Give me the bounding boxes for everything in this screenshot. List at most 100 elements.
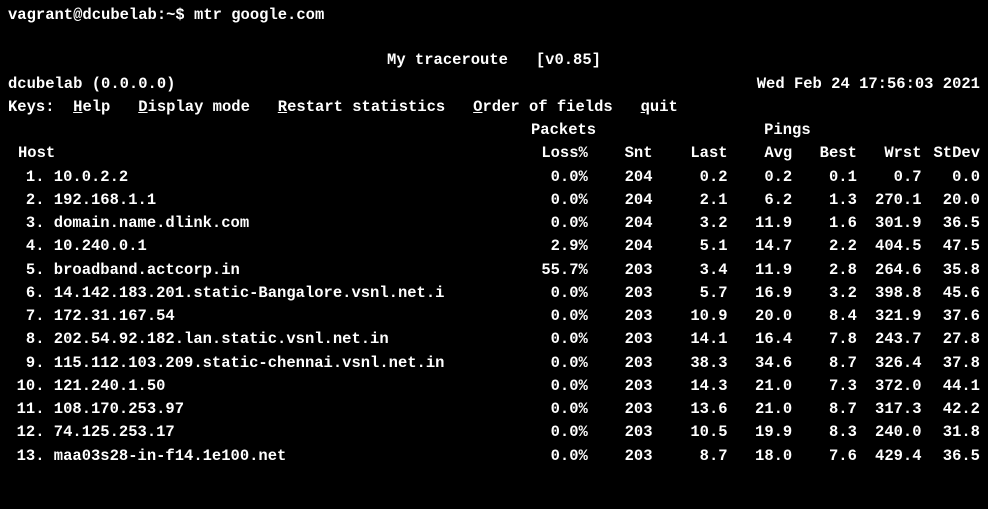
best-cell: 1.3 [792, 189, 857, 212]
stdev-cell: 44.1 [922, 375, 980, 398]
snt-cell: 203 [588, 352, 653, 375]
hop-number: 6. [8, 282, 45, 305]
last-cell: 10.9 [653, 305, 728, 328]
order-key[interactable]: Order of fields [473, 98, 613, 116]
stdev-cell: 27.8 [922, 328, 980, 351]
table-row: 1. 10.0.2.20.0%2040.20.20.10.70.0 [8, 166, 980, 189]
col-last: Last [653, 142, 728, 165]
best-cell: 2.2 [792, 235, 857, 258]
best-cell: 7.8 [792, 328, 857, 351]
last-cell: 38.3 [653, 352, 728, 375]
table-header-row: Host Loss% Snt Last Avg Best Wrst StDev [8, 142, 980, 165]
wrst-cell: 398.8 [857, 282, 922, 305]
hop-number: 12. [8, 421, 45, 444]
hop-host: domain.name.dlink.com [45, 212, 517, 235]
stdev-cell: 37.8 [922, 352, 980, 375]
wrst-cell: 317.3 [857, 398, 922, 421]
pings-header: Pings [764, 119, 811, 142]
avg-cell: 0.2 [728, 166, 793, 189]
hop-number: 2. [8, 189, 45, 212]
hop-number: 1. [8, 166, 45, 189]
keys-label: Keys: [8, 98, 55, 116]
wrst-cell: 321.9 [857, 305, 922, 328]
snt-cell: 203 [588, 445, 653, 468]
best-cell: 8.7 [792, 398, 857, 421]
stdev-cell: 36.5 [922, 445, 980, 468]
hop-number: 11. [8, 398, 45, 421]
hop-number: 8. [8, 328, 45, 351]
keys-menu: Keys: Help Display mode Restart statisti… [8, 96, 980, 119]
avg-cell: 18.0 [728, 445, 793, 468]
table-row: 10. 121.240.1.500.0%20314.321.07.3372.04… [8, 375, 980, 398]
packets-header: Packets [531, 119, 596, 142]
last-cell: 3.2 [653, 212, 728, 235]
last-cell: 5.1 [653, 235, 728, 258]
stdev-cell: 45.6 [922, 282, 980, 305]
local-host: dcubelab (0.0.0.0) [8, 73, 175, 96]
restart-key[interactable]: Restart statistics [278, 98, 445, 116]
hop-host: 115.112.103.209.static-chennai.vsnl.net.… [45, 352, 517, 375]
avg-cell: 20.0 [728, 305, 793, 328]
avg-cell: 21.0 [728, 375, 793, 398]
avg-cell: 14.7 [728, 235, 793, 258]
last-cell: 13.6 [653, 398, 728, 421]
hop-host: 10.0.2.2 [45, 166, 517, 189]
wrst-cell: 264.6 [857, 259, 922, 282]
stdev-cell: 35.8 [922, 259, 980, 282]
hop-host: maa03s28-in-f14.1e100.net [45, 445, 517, 468]
loss-cell: 0.0% [517, 352, 588, 375]
last-cell: 2.1 [653, 189, 728, 212]
snt-cell: 203 [588, 282, 653, 305]
snt-cell: 203 [588, 421, 653, 444]
display-key[interactable]: Display mode [138, 98, 250, 116]
loss-cell: 2.9% [517, 235, 588, 258]
loss-cell: 0.0% [517, 212, 588, 235]
best-cell: 8.3 [792, 421, 857, 444]
stdev-cell: 42.2 [922, 398, 980, 421]
help-key[interactable]: Help [73, 98, 110, 116]
col-wrst: Wrst [857, 142, 922, 165]
avg-cell: 11.9 [728, 212, 793, 235]
hop-host: 74.125.253.17 [45, 421, 517, 444]
table-row: 5. broadband.actcorp.in55.7%2033.411.92.… [8, 259, 980, 282]
stdev-cell: 37.6 [922, 305, 980, 328]
best-cell: 8.4 [792, 305, 857, 328]
quit-key[interactable]: quit [641, 98, 678, 116]
col-stdev: StDev [922, 142, 980, 165]
snt-cell: 203 [588, 305, 653, 328]
hop-number: 10. [8, 375, 45, 398]
loss-cell: 0.0% [517, 189, 588, 212]
timestamp: Wed Feb 24 17:56:03 2021 [757, 73, 980, 96]
hop-number: 13. [8, 445, 45, 468]
col-best: Best [792, 142, 857, 165]
best-cell: 2.8 [792, 259, 857, 282]
last-cell: 10.5 [653, 421, 728, 444]
avg-cell: 16.9 [728, 282, 793, 305]
hop-host: 121.240.1.50 [45, 375, 517, 398]
stdev-cell: 36.5 [922, 212, 980, 235]
stdev-cell: 47.5 [922, 235, 980, 258]
best-cell: 3.2 [792, 282, 857, 305]
loss-cell: 0.0% [517, 166, 588, 189]
table-row: 11. 108.170.253.970.0%20313.621.08.7317.… [8, 398, 980, 421]
wrst-cell: 301.9 [857, 212, 922, 235]
hop-number: 9. [8, 352, 45, 375]
snt-cell: 203 [588, 375, 653, 398]
loss-cell: 0.0% [517, 328, 588, 351]
avg-cell: 6.2 [728, 189, 793, 212]
section-headers: Packets Pings [8, 119, 980, 142]
table-row: 4. 10.240.0.12.9%2045.114.72.2404.547.5 [8, 235, 980, 258]
wrst-cell: 429.4 [857, 445, 922, 468]
hop-host: broadband.actcorp.in [45, 259, 517, 282]
wrst-cell: 0.7 [857, 166, 922, 189]
hop-host: 108.170.253.97 [45, 398, 517, 421]
avg-cell: 11.9 [728, 259, 793, 282]
avg-cell: 19.9 [728, 421, 793, 444]
app-title: My traceroute [v0.85] [8, 49, 980, 72]
col-snt: Snt [588, 142, 653, 165]
last-cell: 0.2 [653, 166, 728, 189]
wrst-cell: 270.1 [857, 189, 922, 212]
wrst-cell: 404.5 [857, 235, 922, 258]
snt-cell: 204 [588, 212, 653, 235]
loss-cell: 0.0% [517, 305, 588, 328]
